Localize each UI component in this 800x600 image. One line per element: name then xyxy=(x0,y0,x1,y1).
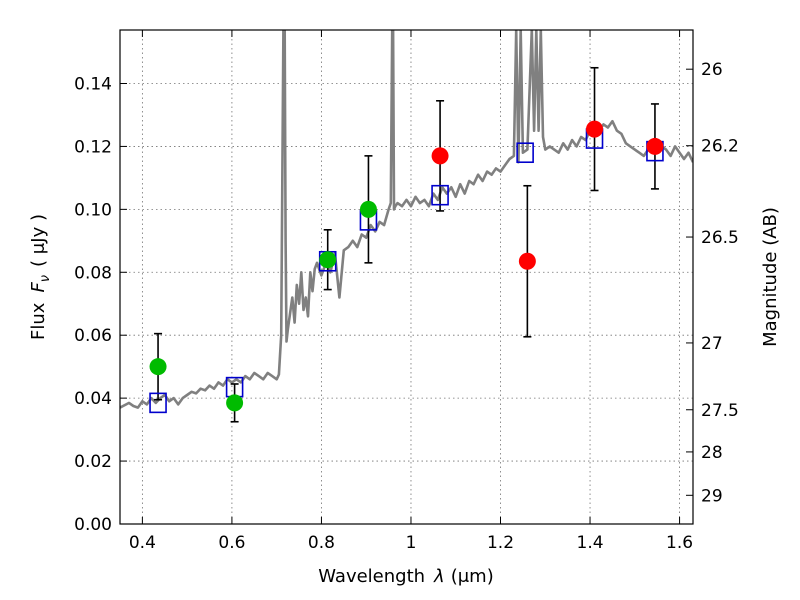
y2-tick-label: 27 xyxy=(701,334,723,354)
y-axis-title-symbol: F xyxy=(28,282,49,293)
y2-tick-label: 29 xyxy=(701,486,723,506)
x-tick-label: 1 xyxy=(406,533,417,553)
y-axis-title-prefix: Flux xyxy=(28,302,49,340)
x-axis-title-prefix: Wavelength xyxy=(318,566,425,587)
y2-tick-label: 28 xyxy=(701,443,723,463)
infrared-photometry-point xyxy=(431,147,449,165)
y-axis-title-subscript: ν xyxy=(38,275,53,282)
y-tick-label: 0.06 xyxy=(74,326,112,346)
x-tick-label: 1.2 xyxy=(487,533,514,553)
y-tick-label: 0.10 xyxy=(74,200,112,220)
model-photometry-square xyxy=(431,184,449,206)
y2-tick-label: 27.5 xyxy=(701,401,739,421)
x-tick-label: 1.6 xyxy=(666,533,693,553)
infrared-photometry-point xyxy=(518,252,536,270)
optical-photometry-point xyxy=(359,200,377,218)
y-tick-label: 0.00 xyxy=(74,515,112,535)
x-tick-label: 0.8 xyxy=(308,533,335,553)
x-tick-label: 1.4 xyxy=(577,533,604,553)
x-tick-label: 0.6 xyxy=(218,533,245,553)
x-axis-title-symbol: λ xyxy=(433,566,445,587)
y-tick-label: 0.12 xyxy=(74,137,112,157)
optical-photometry-point xyxy=(319,251,337,269)
ticks: 0.4 0.6 0.8 1 1.2 1.4 1.6 0.00 0.02 0.04 0.06 0.08 0… xyxy=(74,30,739,553)
y2-tick-label: 26.5 xyxy=(701,228,739,248)
y-tick-label: 0.02 xyxy=(74,452,112,472)
y-tick-label: 0.08 xyxy=(74,263,112,283)
infrared-photometry-point xyxy=(646,137,664,155)
y-tick-label: 0.14 xyxy=(74,74,112,94)
plot-frame xyxy=(119,29,694,525)
y-tick-label: 0.04 xyxy=(74,389,112,409)
y-axis-title-unit: ( μJy ) xyxy=(28,214,49,267)
infrared-photometry-point xyxy=(586,120,604,138)
y2-tick-label: 26 xyxy=(701,60,723,80)
model-photometry-square xyxy=(516,142,534,164)
y-axis-title: Flux Fν ( μJy ) xyxy=(28,214,53,340)
optical-photometry-point xyxy=(149,358,167,376)
y2-axis-title: Magnitude (AB) xyxy=(760,207,781,347)
spectrum-layer xyxy=(120,30,693,409)
x-tick-label: 0.4 xyxy=(129,533,156,553)
x-axis-title: Wavelength λ (μm) xyxy=(318,566,493,587)
spectrum-line xyxy=(120,30,693,409)
optical-photometry-point xyxy=(226,394,244,412)
x-axis-title-unit: (μm) xyxy=(451,566,494,587)
points-layer xyxy=(149,120,664,414)
y2-tick-label: 26.2 xyxy=(701,137,739,157)
model-photometry-square xyxy=(149,392,167,414)
